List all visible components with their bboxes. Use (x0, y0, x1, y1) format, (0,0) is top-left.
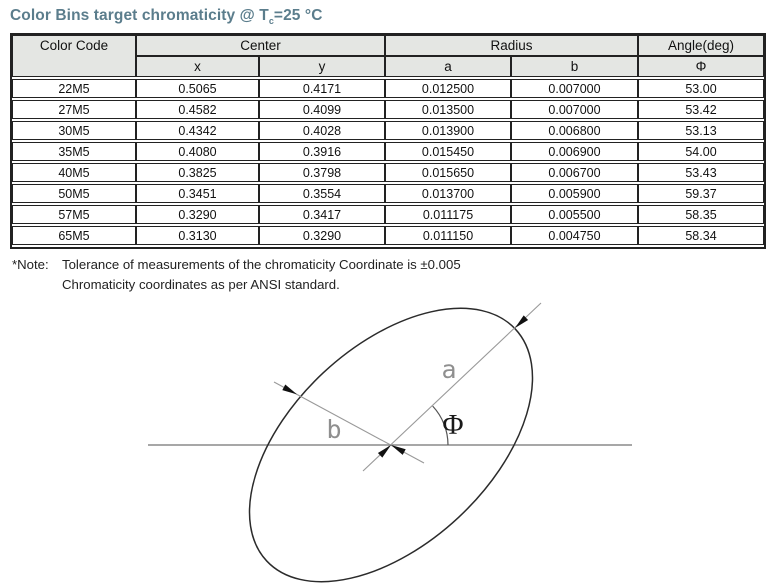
cell-y: 0.3916 (259, 142, 385, 161)
header-center: Center (136, 35, 385, 56)
header-y: y (259, 56, 385, 77)
cell-angle: 53.00 (638, 79, 764, 98)
cell-code: 40M5 (12, 163, 136, 182)
cell-angle: 59.37 (638, 184, 764, 203)
chromaticity-ellipse (248, 307, 534, 583)
cell-b: 0.006800 (511, 121, 638, 140)
cell-a: 0.013700 (385, 184, 511, 203)
cell-a: 0.011175 (385, 205, 511, 224)
header-b: b (511, 56, 638, 77)
major-axis-line (362, 302, 542, 472)
label-phi: Φ (442, 409, 463, 441)
cell-b: 0.007000 (511, 79, 638, 98)
note-line-2: Chromaticity coordinates as per ANSI sta… (62, 277, 340, 292)
table-row: 22M5 0.5065 0.4171 0.012500 0.007000 53.00 (12, 79, 764, 98)
cell-b: 0.004750 (511, 226, 638, 245)
cell-x: 0.3290 (136, 205, 259, 224)
header-radius: Radius (385, 35, 638, 56)
cell-angle: 53.42 (638, 100, 764, 119)
table-row: 50M5 0.3451 0.3554 0.013700 0.005900 59.37 (12, 184, 764, 203)
header-a: a (385, 56, 511, 77)
cell-y: 0.3290 (259, 226, 385, 245)
cell-angle: 53.43 (638, 163, 764, 182)
header-x: x (136, 56, 259, 77)
title-suffix: =25 °C (273, 7, 323, 24)
cell-angle: 54.00 (638, 142, 764, 161)
note: *Note: Tolerance of measurements of the … (12, 257, 461, 297)
header-phi: Φ (638, 56, 764, 77)
cell-b: 0.007000 (511, 100, 638, 119)
cell-y: 0.4099 (259, 100, 385, 119)
cell-y: 0.3798 (259, 163, 385, 182)
cell-y: 0.3417 (259, 205, 385, 224)
cell-code: 65M5 (12, 226, 136, 245)
arrowhead-b-outer (282, 384, 297, 395)
phi-angle-arc (432, 405, 449, 446)
cell-code: 50M5 (12, 184, 136, 203)
ellipse-diagram: a b Φ (148, 302, 632, 583)
arrowhead-a-center (377, 445, 391, 458)
label-b: b (326, 415, 341, 444)
header-angle: Angle(deg) (638, 35, 764, 56)
arrowhead-a-outer (515, 315, 529, 328)
cell-code: 30M5 (12, 121, 136, 140)
cell-x: 0.3451 (136, 184, 259, 203)
table-header: Color Code Center Radius Angle(deg) x y … (12, 35, 764, 77)
cell-x: 0.5065 (136, 79, 259, 98)
cell-x: 0.4342 (136, 121, 259, 140)
cell-a: 0.011150 (385, 226, 511, 245)
cell-code: 35M5 (12, 142, 136, 161)
cell-code: 27M5 (12, 100, 136, 119)
cell-x: 0.3130 (136, 226, 259, 245)
cell-angle: 53.13 (638, 121, 764, 140)
title-subscript: c (268, 16, 274, 27)
cell-code: 57M5 (12, 205, 136, 224)
cell-x: 0.4080 (136, 142, 259, 161)
title-prefix: Color Bins target chromaticity @ T (10, 7, 269, 24)
arrowhead-b-center (391, 445, 406, 455)
cell-x: 0.3825 (136, 163, 259, 182)
cell-b: 0.006700 (511, 163, 638, 182)
cell-a: 0.012500 (385, 79, 511, 98)
page-title: Color Bins target chromaticity @ Tc=25 °… (10, 7, 323, 26)
table-row: 57M5 0.3290 0.3417 0.011175 0.005500 58.35 (12, 205, 764, 224)
note-label: *Note: (12, 257, 49, 272)
cell-b: 0.005900 (511, 184, 638, 203)
cell-a: 0.015450 (385, 142, 511, 161)
cell-a: 0.013900 (385, 121, 511, 140)
cell-code: 22M5 (12, 79, 136, 98)
cell-x: 0.4582 (136, 100, 259, 119)
cell-y: 0.4028 (259, 121, 385, 140)
cell-a: 0.015650 (385, 163, 511, 182)
cell-y: 0.4171 (259, 79, 385, 98)
cell-angle: 58.34 (638, 226, 764, 245)
table-row: 27M5 0.4582 0.4099 0.013500 0.007000 53.42 (12, 100, 764, 119)
table-body: 22M5 0.5065 0.4171 0.012500 0.007000 53.00 27M… (12, 77, 764, 247)
table-row: 30M5 0.4342 0.4028 0.013900 0.006800 53.13 (12, 121, 764, 140)
header-color-code: Color Code (12, 35, 136, 77)
table-row: 40M5 0.3825 0.3798 0.015650 0.006700 53.43 (12, 163, 764, 182)
cell-a: 0.013500 (385, 100, 511, 119)
label-a: a (441, 355, 456, 384)
note-line-1: Tolerance of measurements of the chromat… (62, 257, 461, 272)
cell-angle: 58.35 (638, 205, 764, 224)
table-row: 35M5 0.4080 0.3916 0.015450 0.006900 54.00 (12, 142, 764, 161)
chromaticity-table: Color Code Center Radius Angle(deg) x y … (10, 33, 766, 249)
table-row: 65M5 0.3130 0.3290 0.011150 0.004750 58.34 (12, 226, 764, 245)
cell-b: 0.006900 (511, 142, 638, 161)
cell-y: 0.3554 (259, 184, 385, 203)
cell-b: 0.005500 (511, 205, 638, 224)
